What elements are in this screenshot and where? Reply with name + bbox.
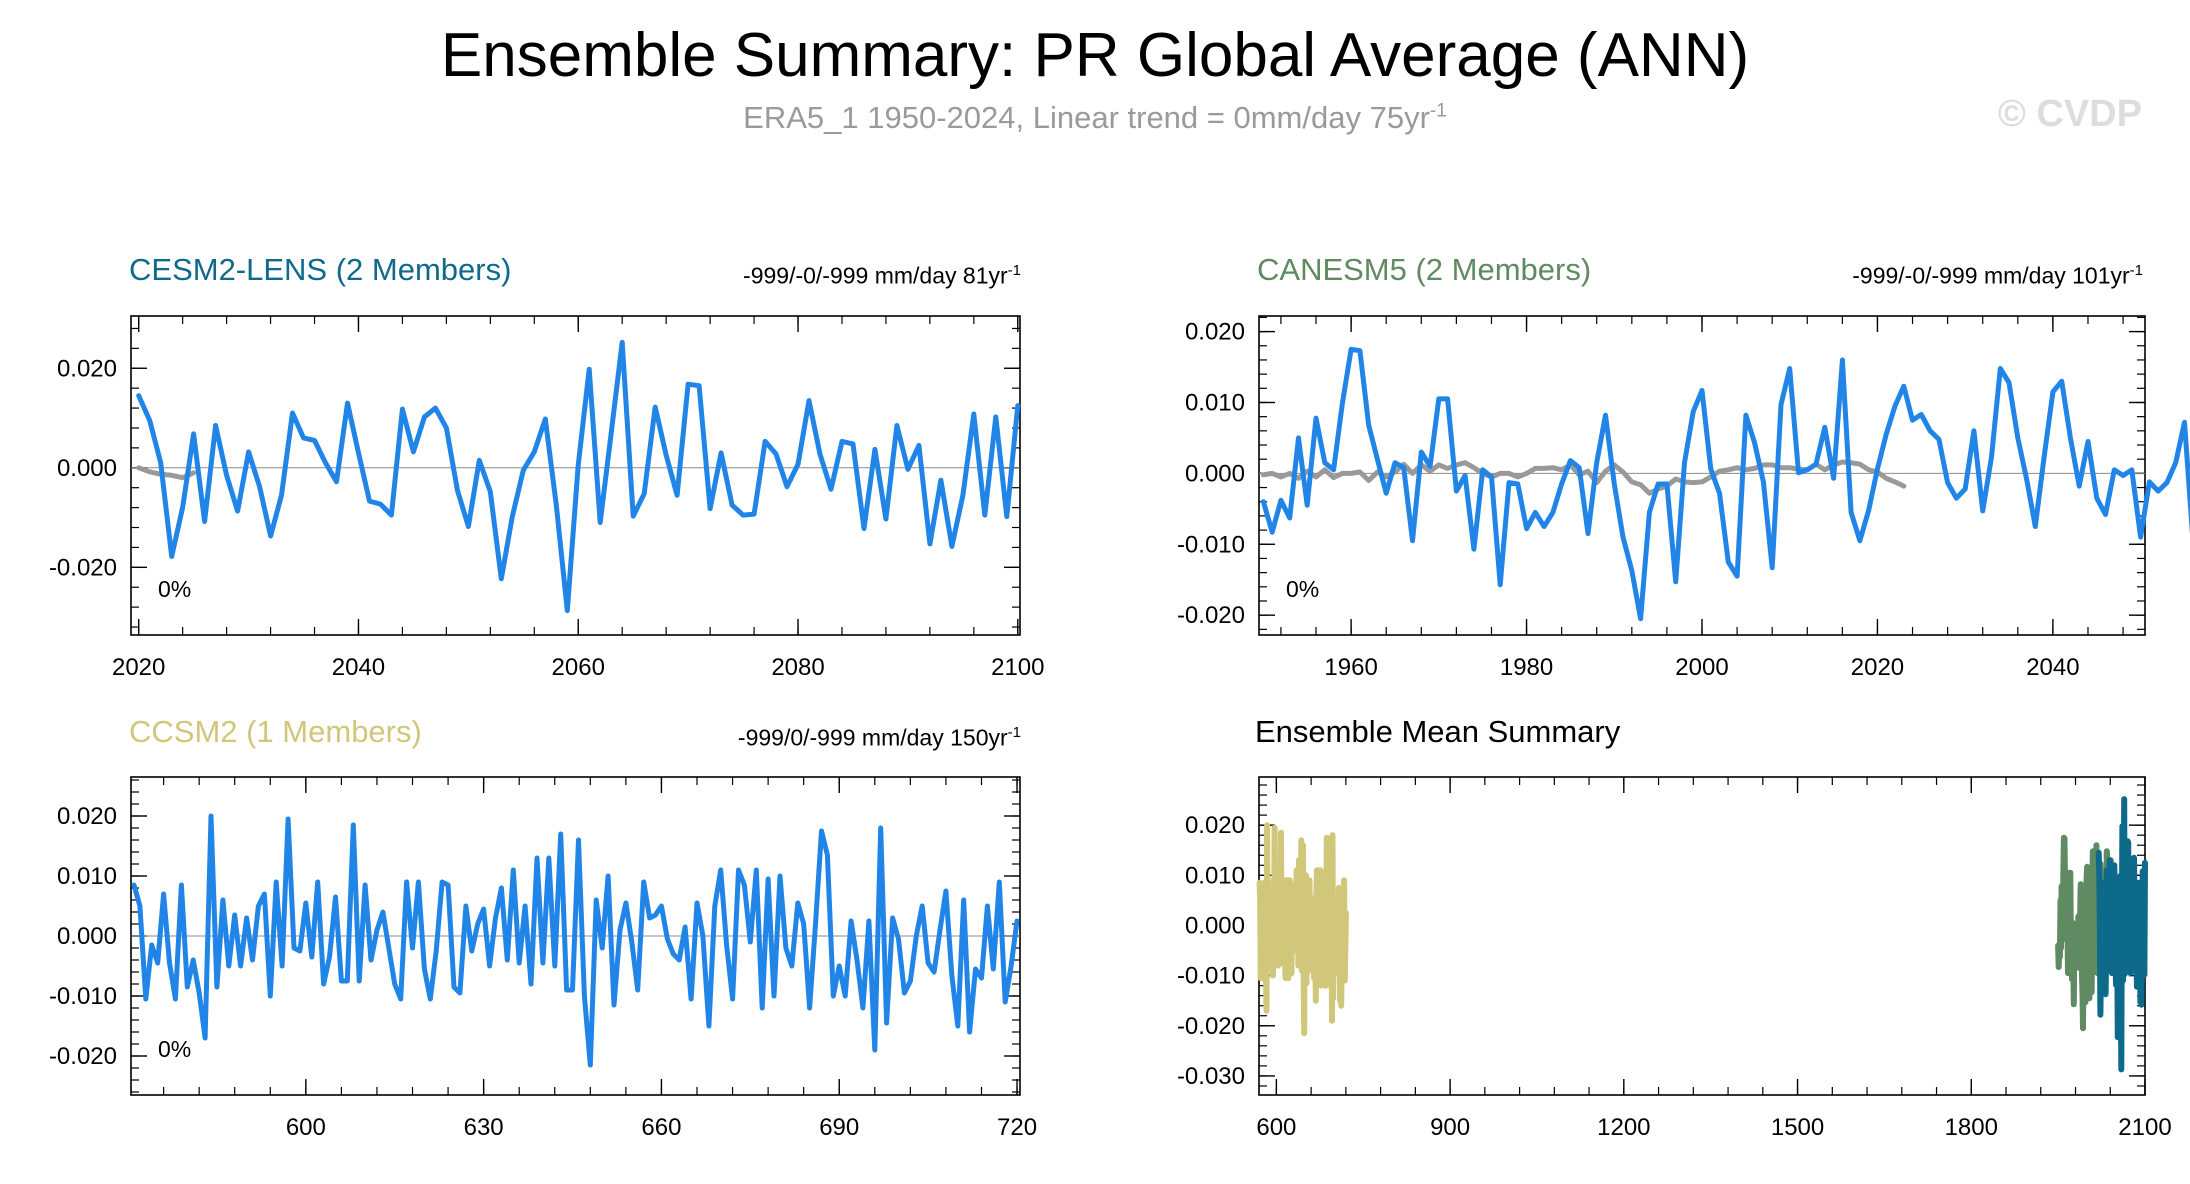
ensemble-line-ccsm2 — [131, 813, 1020, 1068]
panel-stat-exponent-cesm2: -1 — [1007, 262, 1021, 279]
x-tick-label: 1500 — [1771, 1114, 1824, 1141]
panel-stat-exponent-ccsm2: -1 — [1007, 724, 1021, 741]
y-tick-label: 0.010 — [1185, 862, 1245, 889]
y-tick-label: 0.020 — [57, 355, 117, 382]
axes-ccsm2: -0.020 -0.010 0.000 0.010 0.020 600 630 660 690 7… — [49, 776, 1037, 1141]
x-tick-label: 2100 — [991, 654, 1044, 681]
plot-frame-ensemble-mean-summary — [1258, 776, 2146, 1096]
y-tick-label: 0.020 — [1185, 812, 1245, 839]
panel-stat-text-ccsm2: -999/0/-999 mm/day 150yr — [737, 724, 1008, 751]
pct-label-canesm5: 0% — [1286, 576, 1319, 602]
panel-title-ensemble-mean: Ensemble Mean Summary — [1255, 714, 1621, 749]
panel-title-ccsm2: CCSM2 (1 Members) — [129, 714, 422, 749]
panel-stat-text-canesm5: -999/-0/-999 mm/day 101yr — [1852, 262, 2130, 289]
y-tick-label: -0.020 — [1177, 602, 1245, 629]
x-tick-label: 1960 — [1324, 654, 1377, 681]
figure-subtitle: ERA5_1 1950-2024, Linear trend = 0mm/day… — [0, 100, 2190, 136]
x-tick-label: 2040 — [2026, 654, 2079, 681]
x-tick-label: 690 — [819, 1114, 859, 1141]
figure-subtitle-text: ERA5_1 1950-2024, Linear trend = 0mm/day… — [743, 100, 1430, 135]
axes-ensemble-mean-summary: -0.030 -0.020 -0.010 0.000 0.010 0.020 600 900 1… — [1177, 776, 2172, 1141]
pct-label-ccsm2: 0% — [158, 1036, 191, 1062]
x-tick-label: 2020 — [1851, 654, 1904, 681]
x-tick-label: 2060 — [552, 654, 605, 681]
y-tick-label: -0.010 — [1177, 531, 1245, 558]
summary-line-cesm2 — [2095, 796, 2148, 1073]
pct-label-cesm2: 0% — [158, 576, 191, 602]
x-tick-label: 2040 — [332, 654, 385, 681]
x-tick-label: 2000 — [1675, 654, 1728, 681]
x-tick-label: 1980 — [1500, 654, 1553, 681]
figure-subtitle-exponent: -1 — [1429, 100, 1447, 122]
y-tick-label: 0.020 — [57, 803, 117, 830]
x-tick-label: 900 — [1430, 1114, 1470, 1141]
watermark: © CVDP — [1997, 93, 2142, 135]
x-tick-label: 2020 — [112, 654, 165, 681]
y-tick-label: 0.000 — [57, 923, 117, 950]
panel-title-cesm2: CESM2-LENS (2 Members) — [129, 252, 512, 287]
x-tick-label: 720 — [997, 1114, 1037, 1141]
panel-stat-canesm5: -999/-0/-999 mm/day 101yr-1 — [1852, 262, 2143, 290]
panel-stat-ccsm2: -999/0/-999 mm/day 150yr-1 — [738, 724, 1021, 752]
summary-line-ccsm2 — [1256, 822, 1349, 1037]
obs-line-cesm2 — [136, 465, 197, 481]
y-tick-label: -0.020 — [49, 1043, 117, 1070]
y-tick-label: 0.020 — [1185, 319, 1245, 346]
y-tick-label: -0.030 — [1177, 1063, 1245, 1090]
x-tick-label: 660 — [641, 1114, 681, 1141]
y-tick-label: -0.010 — [1177, 963, 1245, 990]
y-tick-label: -0.010 — [49, 983, 117, 1010]
figure-title: Ensemble Summary: PR Global Average (ANN… — [440, 21, 1750, 90]
axes-cesm2: -0.020 0.000 0.020 2020 2040 2060 2080 2100 0% — [49, 315, 1044, 681]
plot-frame-cesm2 — [130, 315, 1021, 636]
ensemble-line-canesm5 — [1260, 346, 2190, 622]
x-tick-label: 630 — [464, 1114, 504, 1141]
axes-canesm5: -0.020 -0.010 0.000 0.010 0.020 1960 1980 2000 2… — [1177, 315, 2190, 681]
y-tick-label: 0.010 — [1185, 389, 1245, 416]
panel-stat-cesm2: -999/-0/-999 mm/day 81yr-1 — [743, 262, 1021, 290]
x-tick-label: 600 — [1256, 1114, 1296, 1141]
x-tick-label: 2080 — [771, 654, 824, 681]
y-tick-label: 0.010 — [57, 863, 117, 890]
x-tick-label: 600 — [286, 1114, 326, 1141]
y-tick-label: -0.020 — [49, 554, 117, 581]
ensemble-line-cesm2 — [136, 339, 1021, 614]
x-tick-label: 1800 — [1945, 1114, 1998, 1141]
y-tick-label: 0.000 — [1185, 460, 1245, 487]
panel-stat-exponent-canesm5: -1 — [2129, 262, 2143, 279]
panel-title-canesm5: CANESM5 (2 Members) — [1257, 252, 1592, 287]
y-tick-label: 0.000 — [1185, 912, 1245, 939]
y-tick-label: -0.020 — [1177, 1013, 1245, 1040]
x-tick-label: 1200 — [1597, 1114, 1650, 1141]
panel-stat-text-cesm2: -999/-0/-999 mm/day 81yr — [743, 262, 1008, 289]
y-tick-label: 0.000 — [57, 455, 117, 482]
x-tick-label: 2100 — [2118, 1114, 2171, 1141]
